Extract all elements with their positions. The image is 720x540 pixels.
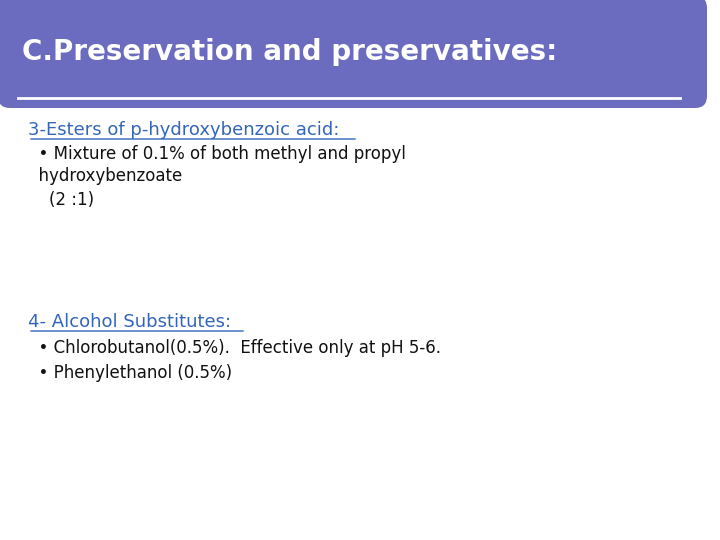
Text: hydroxybenzoate: hydroxybenzoate <box>28 167 182 185</box>
Text: • Mixture of 0.1% of both methyl and propyl: • Mixture of 0.1% of both methyl and pro… <box>28 145 406 163</box>
Text: C.Preservation and preservatives:: C.Preservation and preservatives: <box>22 38 557 66</box>
Bar <box>10 8 40 96</box>
Text: • Phenylethanol (0.5%): • Phenylethanol (0.5%) <box>28 363 232 382</box>
Text: 4- Alcohol Substitutes:: 4- Alcohol Substitutes: <box>28 313 231 331</box>
Bar <box>10 66 50 96</box>
FancyBboxPatch shape <box>0 0 707 108</box>
Text: • Chlorobutanol(0.5%).  Effective only at pH 5-6.: • Chlorobutanol(0.5%). Effective only at… <box>28 340 441 357</box>
Bar <box>10 8 50 38</box>
Text: 3-Esters of p-hydroxybenzoic acid:: 3-Esters of p-hydroxybenzoic acid: <box>28 121 339 139</box>
Text: (2 :1): (2 :1) <box>28 191 94 210</box>
